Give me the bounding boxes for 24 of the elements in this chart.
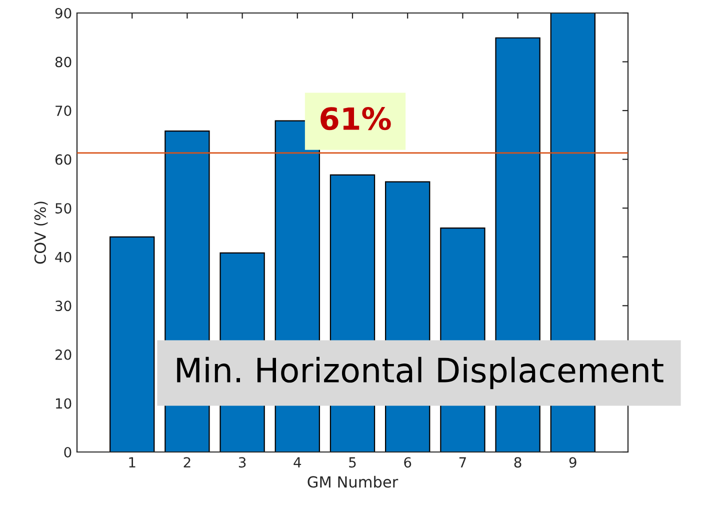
annotation: Min. Horizontal Displacement (177, 356, 664, 390)
bar (110, 236, 155, 452)
x-tick-label: 8 (514, 457, 522, 468)
y-tick-label: 90 (55, 8, 72, 18)
y-tick-label: 40 (55, 252, 72, 262)
y-tick-label: 10 (56, 398, 72, 409)
y-tick-label: 70 (56, 106, 72, 116)
x-tick-label: 6 (404, 457, 412, 468)
ref-line-label: 61% (320, 107, 391, 130)
y-tick-label: 0 (64, 446, 72, 458)
x-axis-title: GM Number (308, 476, 398, 488)
x-tick-label: 2 (184, 457, 190, 468)
y-axis-title: COV (%) (34, 202, 48, 264)
x-tick-label: 4 (294, 457, 302, 468)
y-tick-label: 20 (55, 349, 72, 360)
y-tick-label: 60 (55, 154, 72, 165)
y-tick-label: 30 (56, 300, 72, 312)
x-tick-label: 9 (569, 457, 576, 468)
x-tick-label: 1 (129, 457, 136, 468)
x-tick-label: 3 (238, 457, 246, 468)
y-tick-label: 80 (55, 56, 72, 68)
x-tick-label: 7 (459, 457, 466, 468)
x-tick-label: 5 (349, 457, 356, 468)
y-tick-label: 50 (56, 203, 72, 214)
